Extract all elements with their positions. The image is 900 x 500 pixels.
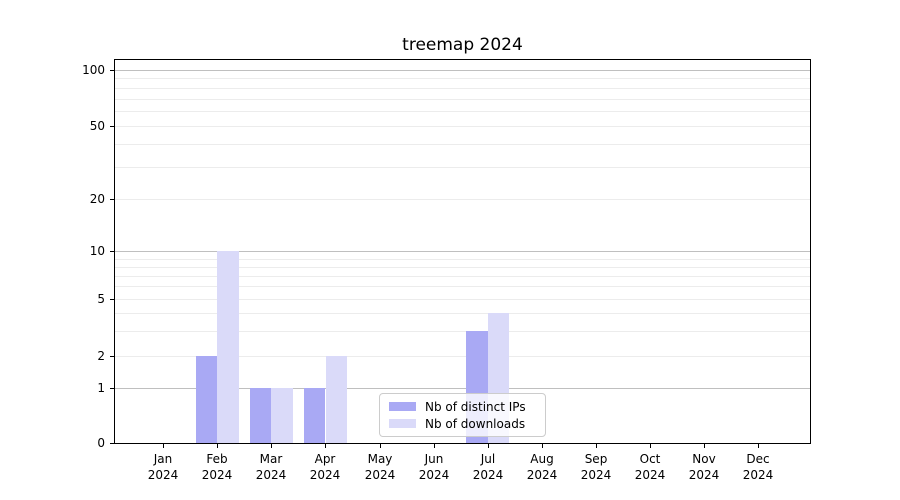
x-tick-label: Mar 2024 xyxy=(243,451,299,483)
gridline-minor xyxy=(115,88,810,89)
x-tick-year: 2024 xyxy=(580,468,612,482)
bar-apr-downloads xyxy=(325,356,348,443)
plot-area: Nb of distinct IPs Nb of downloads xyxy=(114,59,811,444)
x-tick-label: May 2024 xyxy=(352,451,408,483)
legend-swatch-downloads xyxy=(389,419,416,428)
y-tick-mark xyxy=(110,299,114,300)
gridline-major xyxy=(115,251,810,252)
x-tick-mark xyxy=(271,444,272,448)
x-tick-month: Sep xyxy=(584,452,608,466)
x-tick-year: 2024 xyxy=(634,468,666,482)
y-tick-label: 2 xyxy=(97,349,105,363)
gridline-minor xyxy=(115,331,810,332)
y-tick-mark xyxy=(110,388,114,389)
x-tick-mark xyxy=(704,444,705,448)
y-tick-mark xyxy=(110,199,114,200)
gridline-minor xyxy=(115,267,810,268)
y-tick-label: 20 xyxy=(89,192,105,206)
x-tick-label: Feb 2024 xyxy=(189,451,245,483)
y-tick-label: 10 xyxy=(89,244,105,258)
x-tick-month: Jan xyxy=(153,452,173,466)
x-tick-label: Dec 2024 xyxy=(730,451,786,483)
x-tick-year: 2024 xyxy=(255,468,287,482)
y-tick-label: 5 xyxy=(97,292,105,306)
bar-apr-ips xyxy=(303,388,326,443)
y-tick-mark xyxy=(110,251,114,252)
gridline-minor xyxy=(115,276,810,277)
x-tick-month: May xyxy=(367,452,393,466)
legend-label: Nb of downloads xyxy=(425,416,526,431)
x-tick-month: Jul xyxy=(480,452,496,466)
x-tick-year: 2024 xyxy=(201,468,233,482)
y-tick-mark xyxy=(110,356,114,357)
x-tick-label: Aug 2024 xyxy=(514,451,570,483)
y-tick-mark xyxy=(110,443,114,444)
x-tick-mark xyxy=(434,444,435,448)
gridline-minor xyxy=(115,299,810,300)
gridline-minor xyxy=(115,111,810,112)
x-tick-mark xyxy=(488,444,489,448)
x-tick-mark xyxy=(650,444,651,448)
chart-title: treemap 2024 xyxy=(402,35,523,55)
x-tick-month: Mar xyxy=(259,452,283,466)
gridline-major xyxy=(115,70,810,71)
x-tick-mark xyxy=(542,444,543,448)
gridline-minor xyxy=(115,199,810,200)
x-tick-mark xyxy=(163,444,164,448)
x-tick-label: Oct 2024 xyxy=(622,451,678,483)
x-tick-month: Jun xyxy=(424,452,444,466)
x-tick-label: Jun 2024 xyxy=(406,451,462,483)
y-tick-label: 1 xyxy=(97,381,105,395)
gridline-minor xyxy=(115,259,810,260)
gridline-minor xyxy=(115,126,810,127)
y-tick-label: 0 xyxy=(97,436,105,450)
x-tick-month: Apr xyxy=(314,452,336,466)
y-tick-mark xyxy=(110,126,114,127)
x-tick-label: Jan 2024 xyxy=(135,451,191,483)
x-tick-month: Feb xyxy=(206,452,228,466)
legend-swatch-distinct-ips xyxy=(389,402,416,411)
x-tick-year: 2024 xyxy=(364,468,396,482)
x-tick-month: Aug xyxy=(530,452,554,466)
bar-feb-downloads xyxy=(217,251,239,443)
x-tick-year: 2024 xyxy=(688,468,720,482)
x-tick-month: Dec xyxy=(746,452,770,466)
x-tick-mark xyxy=(596,444,597,448)
legend-item: Nb of downloads xyxy=(389,417,537,431)
gridline-minor xyxy=(115,99,810,100)
y-tick-mark xyxy=(110,70,114,71)
x-tick-mark xyxy=(758,444,759,448)
gridline-minor xyxy=(115,167,810,168)
x-tick-month: Nov xyxy=(692,452,716,466)
x-tick-year: 2024 xyxy=(526,468,558,482)
x-tick-label: Sep 2024 xyxy=(568,451,624,483)
x-tick-label: Jul 2024 xyxy=(460,451,516,483)
x-tick-mark xyxy=(325,444,326,448)
bar-mar-ips xyxy=(249,388,272,443)
gridline-major xyxy=(115,388,810,389)
y-tick-label: 50 xyxy=(89,119,105,133)
legend-item: Nb of distinct IPs xyxy=(389,400,537,414)
x-tick-year: 2024 xyxy=(309,468,341,482)
x-tick-mark xyxy=(380,444,381,448)
y-tick-label: 100 xyxy=(82,63,105,77)
x-tick-year: 2024 xyxy=(147,468,179,482)
legend: Nb of distinct IPs Nb of downloads xyxy=(379,393,546,437)
bar-mar-downloads xyxy=(271,388,293,443)
x-tick-label: Nov 2024 xyxy=(676,451,732,483)
gridline-minor xyxy=(115,144,810,145)
gridline-minor xyxy=(115,286,810,287)
gridline-minor xyxy=(115,313,810,314)
x-tick-month: Oct xyxy=(639,452,661,466)
x-tick-year: 2024 xyxy=(472,468,504,482)
bar-feb-ips xyxy=(195,356,218,443)
gridline-minor xyxy=(115,356,810,357)
x-tick-year: 2024 xyxy=(742,468,774,482)
gridline-minor xyxy=(115,78,810,79)
x-tick-mark xyxy=(217,444,218,448)
legend-label: Nb of distinct IPs xyxy=(425,399,526,414)
x-tick-label: Apr 2024 xyxy=(297,451,353,483)
x-tick-year: 2024 xyxy=(418,468,450,482)
